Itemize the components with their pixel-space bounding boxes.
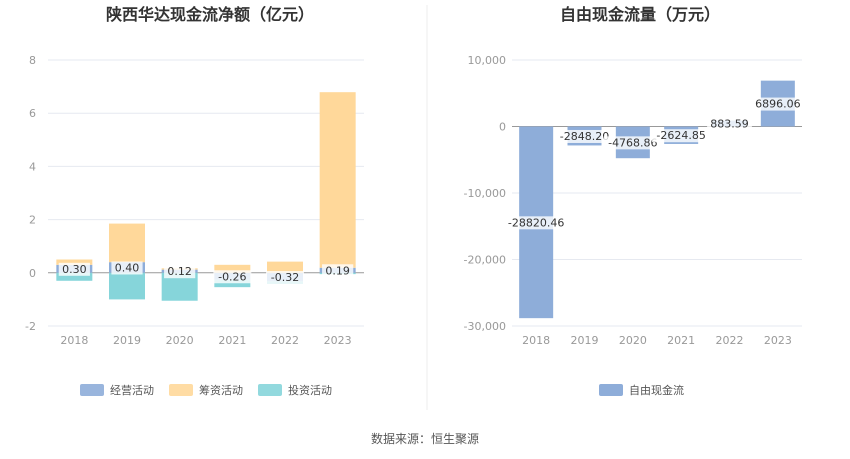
data-label-bg — [58, 262, 90, 276]
x-tick-label: 2023 — [324, 334, 352, 347]
y-tick-label: -10,000 — [464, 187, 506, 200]
bar-segment — [109, 272, 145, 300]
chart-title: 自由现金流量（万元） — [560, 5, 720, 24]
data-label-bg — [707, 117, 752, 131]
bar-segment — [214, 279, 251, 288]
x-tick-label: 2022 — [716, 334, 744, 347]
data-label: 0.19 — [325, 264, 350, 277]
data-label-bg — [603, 136, 663, 150]
legend-label: 投资活动 — [288, 383, 332, 397]
bar-segment — [214, 264, 251, 273]
data-label-bg — [503, 216, 569, 230]
data-label: -2848.20 — [560, 130, 609, 143]
bar-segment — [319, 92, 356, 268]
y-tick-label: 8 — [29, 54, 36, 67]
legend-swatch — [258, 384, 282, 396]
data-label: -0.32 — [271, 271, 299, 284]
data-label: -2624.85 — [656, 129, 705, 142]
x-tick-label: 2023 — [764, 334, 792, 347]
data-label-bg — [322, 264, 354, 278]
y-tick-label: 4 — [29, 160, 36, 173]
source-note: 数据来源：恒生聚源 — [371, 431, 479, 446]
x-tick-label: 2021 — [218, 334, 246, 347]
data-label: 883.59 — [710, 118, 749, 131]
data-label-bg — [111, 261, 143, 275]
y-tick-label: -2 — [25, 320, 36, 333]
data-label: 6896.06 — [755, 98, 801, 111]
legend-label: 自由现金流 — [629, 383, 684, 397]
bar-segment — [267, 261, 303, 273]
x-tick-label: 2020 — [166, 334, 194, 347]
bar-segment — [109, 223, 145, 263]
x-tick-label: 2018 — [522, 334, 550, 347]
data-label: 0.30 — [62, 263, 87, 276]
legend-swatch — [599, 384, 623, 396]
data-label: 0.12 — [167, 265, 192, 278]
y-tick-label: -20,000 — [464, 254, 506, 267]
data-label-bg — [213, 270, 252, 284]
legend-label: 筹资活动 — [199, 383, 243, 397]
x-tick-label: 2019 — [113, 334, 141, 347]
y-tick-label: 2 — [29, 214, 36, 227]
legend-label: 经营活动 — [110, 383, 154, 397]
data-label: 0.40 — [115, 261, 140, 274]
legend-swatch — [80, 384, 104, 396]
data-label: -4768.86 — [608, 136, 657, 149]
data-label-bg — [164, 265, 196, 279]
x-tick-label: 2019 — [571, 334, 599, 347]
data-label: -0.26 — [218, 270, 246, 283]
data-label: -28820.46 — [508, 216, 564, 229]
bar-segment — [56, 272, 93, 281]
data-label-bg — [555, 129, 614, 143]
y-tick-label: 0 — [29, 267, 36, 280]
y-tick-label: 0 — [499, 121, 506, 134]
x-tick-label: 2018 — [60, 334, 88, 347]
data-label-bg — [651, 129, 711, 143]
data-label-bg — [266, 271, 304, 285]
y-tick-label: -30,000 — [464, 320, 506, 333]
bar-segment — [56, 259, 93, 265]
legend-swatch — [169, 384, 193, 396]
x-tick-label: 2021 — [667, 334, 695, 347]
y-tick-label: 6 — [29, 107, 36, 120]
chart-title: 陕西华达现金流净额（亿元） — [106, 5, 314, 24]
data-label-bg — [752, 97, 804, 111]
y-tick-label: 10,000 — [468, 54, 507, 67]
x-tick-label: 2022 — [271, 334, 299, 347]
x-tick-label: 2020 — [619, 334, 647, 347]
